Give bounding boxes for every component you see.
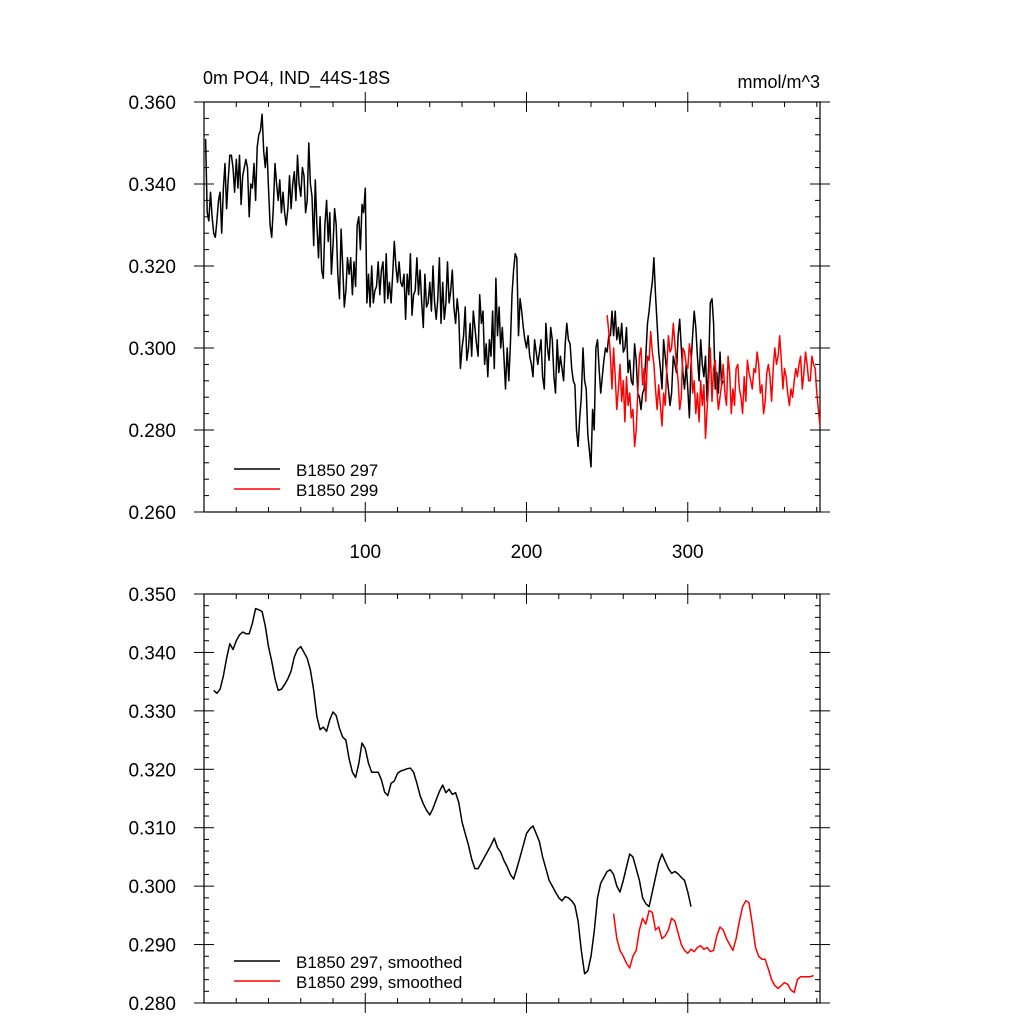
p1-series-line-2 xyxy=(606,315,820,448)
bottom-panel: 0.280 0.290 0.300 0.310 0.320 0.330 0.340 0.350… xyxy=(128,584,830,1015)
p2-y-tick-label: 0.330 xyxy=(128,702,176,723)
p1-y-tick-label: 0.260 xyxy=(128,503,176,524)
p2-y-tick-label: 0.310 xyxy=(128,819,176,840)
p2-y-tick-label: 0.280 xyxy=(128,994,176,1015)
p2-y-tick-label: 0.350 xyxy=(128,585,176,606)
p1-plot-frame xyxy=(203,101,821,513)
p1-y-tick-label: 0.320 xyxy=(128,257,176,278)
p2-legend-label-1: B1850 297, smoothed xyxy=(296,953,462,972)
top-panel: 0m PO4, IND_44S-18S mmol/m^3 100 200 300 0.… xyxy=(128,68,830,563)
chart-title: 0m PO4, IND_44S-18S xyxy=(203,68,390,89)
p1-x-tick-label: 300 xyxy=(672,542,704,563)
p1-y-tick-label: 0.360 xyxy=(128,93,176,114)
p2-plot-frame xyxy=(203,593,821,1004)
p1-legend-label-1: B1850 297 xyxy=(296,461,378,480)
p2-series-line-1 xyxy=(213,607,692,975)
p2-y-tick-label: 0.320 xyxy=(128,760,176,781)
p2-y-tick-label: 0.300 xyxy=(128,877,176,898)
units-label: mmol/m^3 xyxy=(738,72,820,92)
p2-legend-label-2: B1850 299, smoothed xyxy=(296,973,462,992)
p1-y-tick-label: 0.280 xyxy=(128,421,176,442)
p1-x-tick-label: 100 xyxy=(349,542,381,563)
p1-y-tick-label: 0.340 xyxy=(128,175,176,196)
p2-y-tick-label: 0.290 xyxy=(128,936,176,957)
p1-x-tick-label: 200 xyxy=(511,542,543,563)
p2-series-line-2 xyxy=(612,900,814,994)
p1-legend-label-2: B1850 299 xyxy=(296,481,378,500)
p1-y-tick-label: 0.300 xyxy=(128,339,176,360)
p1-series-line-1 xyxy=(204,113,724,468)
p2-y-tick-label: 0.340 xyxy=(128,643,176,664)
